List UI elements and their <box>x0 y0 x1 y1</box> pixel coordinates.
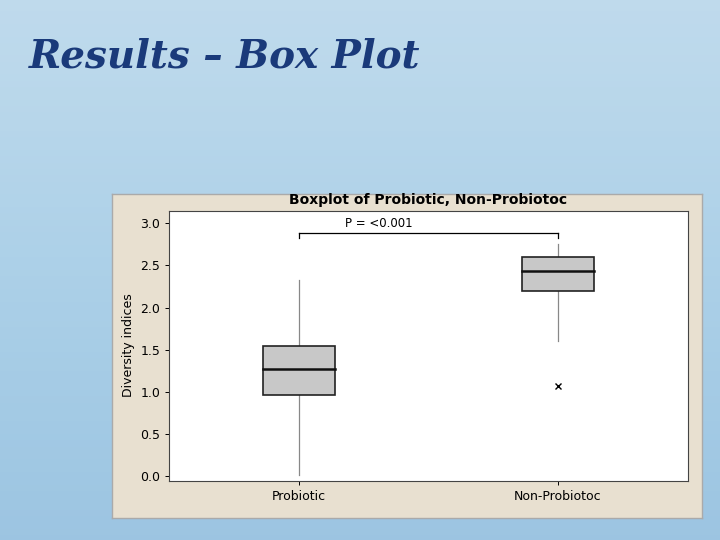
Bar <box>263 346 335 395</box>
Text: Results – Box Plot: Results – Box Plot <box>29 38 420 76</box>
Bar <box>522 257 594 291</box>
Y-axis label: Diversity indices: Diversity indices <box>122 294 135 397</box>
Title: Boxplot of Probiotic, Non-Probiotoc: Boxplot of Probiotic, Non-Probiotoc <box>289 193 567 207</box>
Text: P = <0.001: P = <0.001 <box>346 217 413 230</box>
